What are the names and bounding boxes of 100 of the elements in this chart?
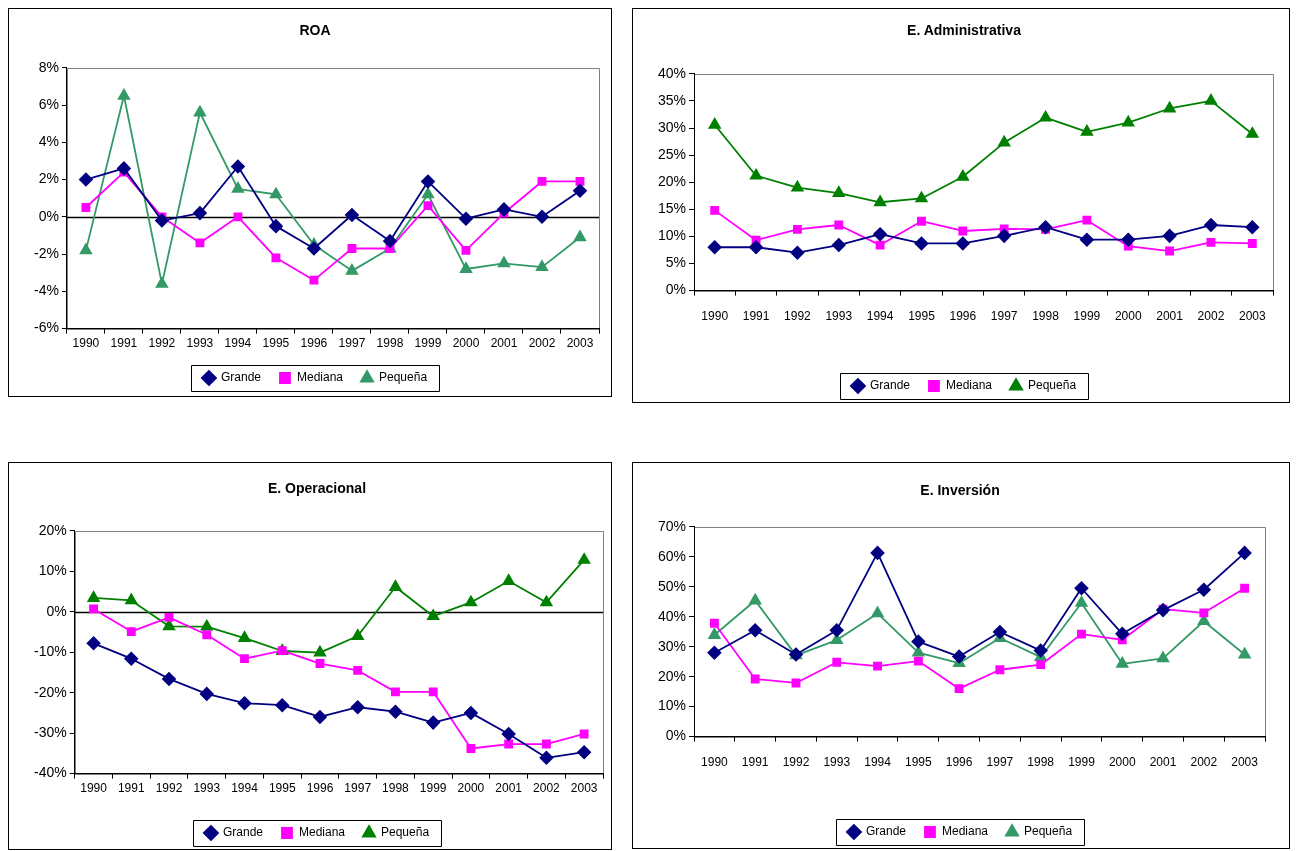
x-tick-label: 1992 xyxy=(155,781,183,796)
x-tick-label: 1992 xyxy=(782,755,810,770)
x-tick-label: 1990 xyxy=(701,309,729,324)
x-tick-label: 2001 xyxy=(1156,309,1184,324)
chart-title: E. Inversión xyxy=(920,482,1000,499)
y-tick-label: 5% xyxy=(665,254,687,271)
x-tick-label: 1999 xyxy=(419,781,447,796)
y-tick-label: -2% xyxy=(33,244,59,261)
x-tick-label: 1995 xyxy=(908,309,936,324)
x-tick-label: 2001 xyxy=(1149,755,1177,770)
x-tick-label: 2003 xyxy=(566,336,594,351)
legend-label: Pequeña xyxy=(1028,378,1077,393)
legend-label: Mediana xyxy=(945,378,993,393)
y-tick-label: 20% xyxy=(657,667,687,684)
x-tick-label: 1994 xyxy=(231,781,259,796)
legend-label: Pequeña xyxy=(379,370,428,385)
x-tick-label: 2001 xyxy=(490,336,518,351)
legend-label: Mediana xyxy=(941,824,989,839)
x-tick-label: 1999 xyxy=(1068,755,1096,770)
y-tick-label: 10% xyxy=(657,227,687,244)
y-tick-label: -30% xyxy=(34,723,67,740)
y-tick-label: -6% xyxy=(33,319,59,336)
x-tick-label: 1991 xyxy=(110,336,138,351)
x-tick-label: 1993 xyxy=(186,336,214,351)
y-tick-label: 8% xyxy=(38,58,59,75)
x-tick-label: 1991 xyxy=(741,755,769,770)
y-tick-label: -10% xyxy=(34,643,67,660)
y-tick-label: 0% xyxy=(665,727,687,744)
x-tick-label: 2000 xyxy=(452,336,480,351)
x-tick-label: 2002 xyxy=(533,781,561,796)
x-tick-label: 1996 xyxy=(945,755,973,770)
x-tick-label: 1991 xyxy=(117,781,145,796)
legend-label: Grande xyxy=(220,370,262,385)
x-tick-label: 1999 xyxy=(1073,309,1101,324)
x-tick-label: 2000 xyxy=(1108,755,1136,770)
legend-label: Pequeña xyxy=(381,825,430,840)
legend-label: Grande xyxy=(865,824,907,839)
y-tick-label: 40% xyxy=(657,607,687,624)
x-tick-label: 1996 xyxy=(949,309,977,324)
legend-label: Grande xyxy=(222,825,264,840)
x-tick-label: 2002 xyxy=(528,336,556,351)
y-tick-label: 20% xyxy=(657,173,687,190)
y-tick-label: 10% xyxy=(657,697,687,714)
y-tick-label: 10% xyxy=(38,562,67,579)
chart-title: E. Operacional xyxy=(267,480,367,497)
y-tick-label: 6% xyxy=(38,95,59,112)
x-tick-label: 1995 xyxy=(904,755,932,770)
x-tick-label: 1997 xyxy=(986,755,1014,770)
y-tick-label: 20% xyxy=(38,521,67,538)
x-tick-label: 2002 xyxy=(1197,309,1225,324)
y-tick-label: 0% xyxy=(665,281,687,298)
legend-label: Mediana xyxy=(296,370,344,385)
y-tick-label: 30% xyxy=(657,118,687,135)
x-tick-label: 1995 xyxy=(268,781,296,796)
x-tick-label: 1992 xyxy=(784,309,812,324)
x-tick-label: 1994 xyxy=(864,755,892,770)
x-tick-label: 1990 xyxy=(80,781,108,796)
y-tick-label: 25% xyxy=(657,145,687,162)
y-tick-label: 0% xyxy=(46,602,67,619)
x-tick-label: 1993 xyxy=(825,309,853,324)
y-tick-label: 2% xyxy=(38,170,59,187)
x-tick-label: 1994 xyxy=(224,336,252,351)
x-tick-label: 2000 xyxy=(1114,309,1142,324)
x-tick-label: 2001 xyxy=(495,781,523,796)
x-tick-label: 2003 xyxy=(1231,755,1259,770)
y-tick-label: 4% xyxy=(38,133,59,150)
x-tick-label: 1994 xyxy=(866,309,894,324)
x-tick-label: 1998 xyxy=(382,781,410,796)
x-tick-label: 1991 xyxy=(742,309,770,324)
x-tick-label: 1997 xyxy=(338,336,366,351)
x-tick-label: 2003 xyxy=(570,781,598,796)
y-tick-label: -40% xyxy=(34,764,67,781)
y-tick-label: 50% xyxy=(657,577,687,594)
x-tick-label: 1997 xyxy=(344,781,372,796)
x-tick-label: 1998 xyxy=(376,336,404,351)
x-tick-label: 1996 xyxy=(306,781,334,796)
x-tick-label: 1992 xyxy=(148,336,176,351)
x-tick-label: 1990 xyxy=(701,755,729,770)
y-tick-label: -20% xyxy=(34,683,67,700)
x-tick-label: 1993 xyxy=(193,781,221,796)
x-tick-label: 1996 xyxy=(300,336,328,351)
legend-label: Mediana xyxy=(298,825,346,840)
x-tick-label: 1995 xyxy=(262,336,290,351)
x-tick-label: 2000 xyxy=(457,781,485,796)
y-tick-label: 70% xyxy=(657,517,687,534)
x-tick-label: 1998 xyxy=(1027,755,1055,770)
legend-label: Grande xyxy=(869,378,911,393)
x-tick-label: 1990 xyxy=(72,336,100,351)
x-tick-label: 1993 xyxy=(823,755,851,770)
chart-title: ROA xyxy=(299,22,331,39)
y-tick-label: -4% xyxy=(33,282,59,299)
x-tick-label: 1999 xyxy=(414,336,442,351)
y-tick-label: 0% xyxy=(38,207,59,224)
y-tick-label: 35% xyxy=(657,91,687,108)
x-tick-label: 1997 xyxy=(990,309,1018,324)
x-tick-label: 2003 xyxy=(1238,309,1266,324)
x-tick-label: 2002 xyxy=(1190,755,1218,770)
x-tick-label: 1998 xyxy=(1032,309,1060,324)
y-tick-label: 60% xyxy=(657,547,687,564)
legend-label: Pequeña xyxy=(1024,824,1073,839)
